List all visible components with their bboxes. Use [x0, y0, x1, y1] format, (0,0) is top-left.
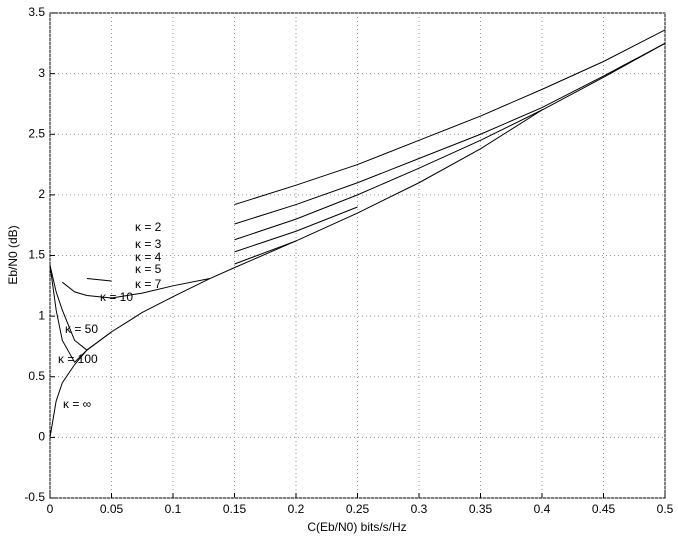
curve-label: κ = 5 — [135, 262, 162, 276]
x-axis-label: C(Eb/N0) bits/s/Hz — [307, 520, 406, 534]
curve-label: κ = 10 — [100, 290, 133, 304]
curve-label: κ = 2 — [135, 220, 162, 234]
x-tick-label: 0.1 — [165, 502, 182, 516]
curve-label: κ = ∞ — [63, 397, 91, 411]
y-tick-label: 3 — [38, 66, 45, 80]
x-tick-label: 0.5 — [657, 502, 674, 516]
y-tick-label: 0 — [38, 430, 45, 444]
x-tick-label: 0.25 — [346, 502, 370, 516]
curve-label: κ = 100 — [58, 352, 98, 366]
curve-label: κ = 4 — [135, 250, 162, 264]
curve-label: κ = 50 — [65, 322, 98, 336]
series-line — [234, 109, 543, 241]
y-axis-label: Eb/N0 (dB) — [6, 225, 20, 284]
y-tick-label: -0.5 — [24, 490, 45, 504]
curve-label: κ = 3 — [135, 237, 162, 251]
series-line — [49, 265, 112, 351]
curve-label: κ = 7 — [135, 277, 162, 291]
x-tick-label: 0.15 — [223, 502, 247, 516]
series-line — [234, 29, 666, 206]
x-tick-label: 0.2 — [288, 502, 305, 516]
x-tick-label: 0.45 — [592, 502, 616, 516]
y-tick-label: 1 — [38, 308, 45, 322]
y-tick-label: 2 — [38, 187, 45, 201]
y-tick-label: 3.5 — [28, 5, 45, 19]
series-line — [234, 42, 666, 225]
x-tick-label: 0 — [47, 502, 54, 516]
y-tick-label: 1.5 — [28, 248, 45, 262]
y-tick-label: 2.5 — [28, 126, 45, 140]
x-tick-label: 0.35 — [469, 502, 493, 516]
series-line — [49, 265, 88, 364]
y-tick-label: 0.5 — [28, 369, 45, 383]
x-tick-label: 0.3 — [411, 502, 428, 516]
series-line — [61, 278, 210, 299]
x-tick-label: 0.05 — [100, 502, 124, 516]
x-tick-label: 0.4 — [534, 502, 551, 516]
series-line — [49, 42, 666, 438]
series-line — [86, 240, 297, 282]
series-line — [234, 206, 358, 253]
